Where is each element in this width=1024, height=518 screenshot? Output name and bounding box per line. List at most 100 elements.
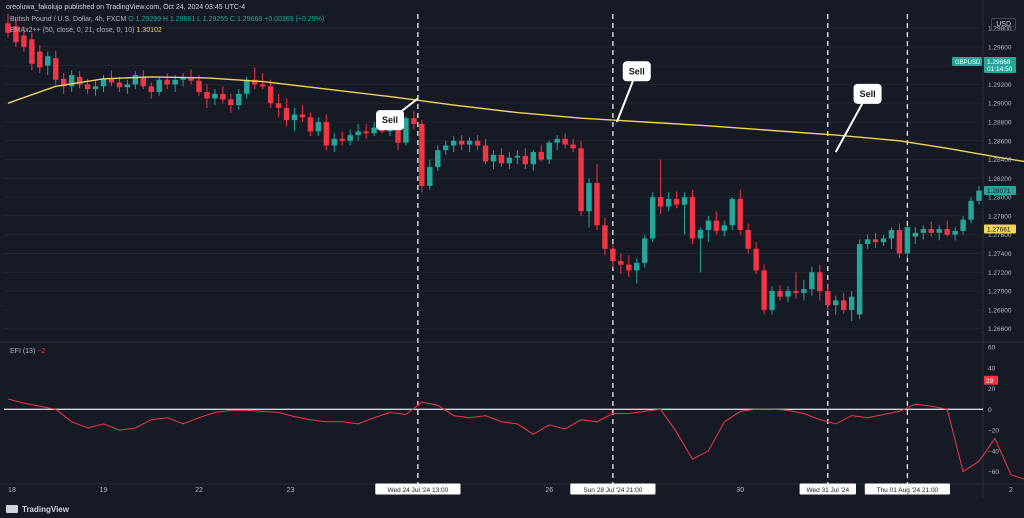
publisher-line: oreoluwa_fakolujo published on TradingVi…: [6, 4, 246, 11]
candle-body: [204, 91, 210, 99]
price-axis[interactable]: 1.298001.296001.294001.292001.290001.288…: [952, 26, 1016, 334]
candle-body: [681, 197, 688, 205]
price-tick-label: 1.26800: [988, 307, 1012, 314]
candle-body: [896, 230, 903, 254]
ema-label: EMAx2++ (50, close, 0, 21, close, 0, 10): [10, 27, 135, 34]
candle-body: [888, 230, 895, 239]
candle-body: [809, 272, 815, 290]
efi-legend[interactable]: EFI (13) −2: [10, 348, 45, 355]
efi-axis[interactable]: 60 40 20 0 −20 −40 −60 29: [984, 345, 999, 477]
ohlc-values: O 1.29299 H 1.29681 L 1.29255 C 1.29668 …: [128, 16, 325, 23]
candle-body: [554, 138, 560, 143]
candle-body: [196, 80, 202, 92]
efi-tick-label: −20: [988, 428, 999, 435]
candle-body: [347, 135, 353, 141]
sell-annotations: SellSellSellSellSell: [376, 61, 882, 153]
sell-annotation: Sell: [629, 66, 645, 76]
candle-body: [880, 238, 887, 243]
candle-body: [307, 117, 314, 132]
tradingview-logo-icon: [6, 505, 18, 513]
candle-body: [657, 197, 664, 207]
time-tag-bg: [570, 483, 656, 495]
candle-body: [371, 127, 377, 134]
candle-body: [363, 131, 369, 134]
current-price-tag: 1.29668: [987, 59, 1011, 66]
candle-body: [458, 140, 465, 145]
price-tick-label: 1.29600: [988, 44, 1012, 51]
candle-body: [785, 291, 791, 297]
time-tag-bg: [864, 483, 950, 495]
time-tick-label: 30: [736, 487, 744, 494]
candle-body: [586, 183, 592, 212]
price-tick-label: 1.28400: [988, 157, 1012, 164]
ema-polyline: [7, 76, 1024, 163]
candle-body: [713, 220, 720, 231]
candle-body: [912, 232, 919, 237]
candle-body: [769, 291, 775, 310]
candle-body: [634, 262, 640, 271]
footer-brand: TradingView: [22, 505, 69, 514]
candle-body: [848, 296, 855, 310]
candle-body: [84, 84, 91, 90]
price-tick-label: 1.27600: [988, 232, 1012, 239]
candle-body: [618, 260, 624, 265]
candle-body: [108, 78, 115, 83]
ema-legend[interactable]: EMAx2++ (50, close, 0, 21, close, 0, 10)…: [10, 27, 162, 34]
candle-body: [315, 122, 322, 132]
current-price-tag-bg: [984, 57, 1016, 74]
candle-body: [283, 107, 290, 121]
efi-value-tag: 29: [986, 378, 994, 385]
candle-body: [355, 131, 361, 136]
price-tick-label: 1.27400: [988, 251, 1012, 258]
candle-body: [132, 75, 139, 85]
candle-body: [642, 238, 648, 263]
candle-body: [753, 248, 759, 271]
time-tick-label: 19: [100, 487, 108, 494]
candle-body: [140, 76, 146, 87]
candle-body: [960, 219, 966, 231]
candle-body: [729, 199, 735, 226]
candle-body: [60, 78, 67, 87]
candle-body: [220, 93, 226, 100]
efi-value-tag-bg: [984, 375, 998, 385]
candle-body: [180, 76, 186, 80]
candle-body: [427, 167, 433, 186]
price-tag: 1.27661: [987, 226, 1011, 233]
price-tick-label: 1.28800: [988, 120, 1012, 127]
candle-body: [602, 225, 608, 249]
candle-body: [920, 229, 927, 233]
time-axis[interactable]: 18 19 22 23 Wed 24 Jul '24 13:00 26 Sun 28 Jul…: [8, 483, 1024, 495]
symbol-name[interactable]: British Pound / U.S. Dollar, 4h, FXCM: [10, 16, 127, 23]
candle-body: [506, 157, 513, 164]
candle-body: [976, 190, 982, 201]
candle-body: [156, 79, 162, 92]
candle-body: [697, 230, 704, 239]
candle-body: [323, 122, 330, 146]
currency-button[interactable]: USD: [991, 18, 1016, 31]
candle-body: [721, 225, 728, 231]
candle-body: [259, 84, 266, 87]
time-tag: Wed 31 Jul '24: [806, 487, 849, 494]
candle-body: [450, 140, 457, 146]
tradingview-footer: TradingView: [6, 505, 69, 514]
candle-body: [291, 114, 298, 121]
candle-body: [673, 199, 680, 205]
candle-body: [904, 227, 911, 254]
annotation-box: [376, 110, 405, 131]
candle-body: [53, 58, 59, 80]
efi-tick-label: 0: [988, 407, 992, 414]
price-tick-label: 1.27000: [988, 289, 1012, 296]
candle-body: [482, 145, 489, 162]
efi-tick-label: −40: [988, 448, 999, 455]
price-tag-bg: [984, 224, 1016, 234]
candle-body: [626, 264, 632, 271]
annotation-box: [853, 83, 882, 104]
candle-body: [275, 103, 282, 108]
candle-body: [172, 79, 178, 85]
efi-polyline: [7, 398, 1024, 480]
candle-body: [92, 86, 99, 90]
candle-body: [952, 230, 958, 235]
candle-body: [252, 79, 258, 85]
candle-body: [45, 56, 51, 66]
